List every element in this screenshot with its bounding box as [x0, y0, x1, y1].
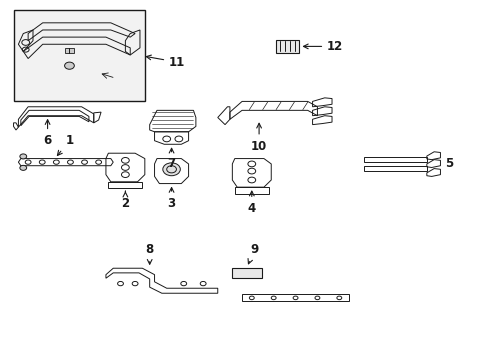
Bar — [14, 10, 144, 102]
Text: 11: 11 — [146, 55, 185, 69]
Bar — [232, 267, 261, 278]
Text: 8: 8 — [145, 243, 154, 264]
Bar — [276, 40, 299, 53]
Circle shape — [20, 165, 27, 170]
Text: 7: 7 — [167, 148, 175, 170]
Text: 6: 6 — [43, 120, 52, 147]
Text: 12: 12 — [303, 40, 343, 53]
Text: 5: 5 — [444, 157, 452, 170]
Circle shape — [20, 154, 27, 159]
Text: 10: 10 — [250, 123, 266, 153]
Text: 4: 4 — [247, 191, 255, 215]
Text: 2: 2 — [121, 191, 129, 210]
Circle shape — [64, 62, 74, 69]
Circle shape — [163, 163, 180, 176]
Text: 3: 3 — [167, 188, 175, 210]
Bar — [64, 48, 74, 53]
Text: 1: 1 — [57, 134, 73, 156]
Text: 9: 9 — [247, 243, 258, 264]
